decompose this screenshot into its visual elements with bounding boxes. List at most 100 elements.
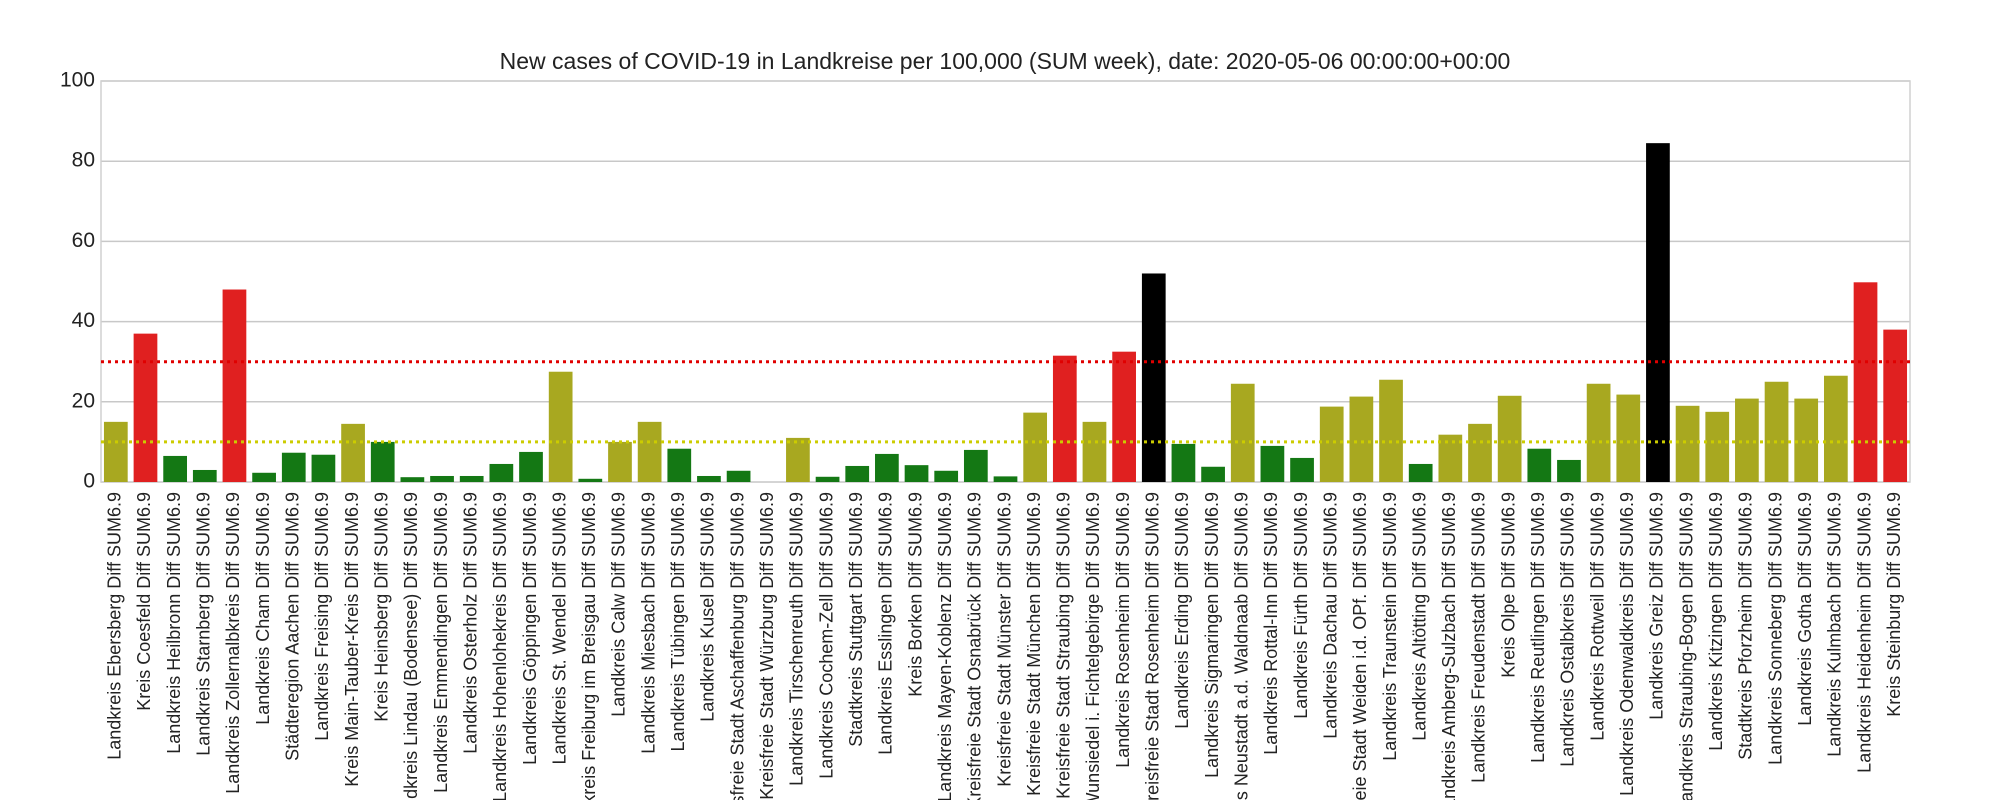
x-tick-label: Landkreis Heilbronn Diff SUM6.9: [164, 492, 184, 754]
x-tick-label: Landkreis Rosenheim Diff SUM6.9: [1113, 492, 1133, 768]
bar: [1497, 395, 1522, 482]
x-tick-label: Landkreis Fürth Diff SUM6.9: [1291, 492, 1311, 719]
bar: [1527, 448, 1552, 482]
bar: [667, 448, 692, 482]
bar: [1675, 405, 1700, 482]
bar: [133, 333, 158, 482]
y-tick-label: 80: [72, 149, 95, 172]
bar: [459, 475, 484, 482]
bar: [1468, 423, 1492, 482]
x-tick-label: Landkreis Miesbach Diff SUM6.9: [638, 492, 658, 754]
y-tick-label: 100: [60, 69, 95, 92]
x-tick-label: Landkreis Sonneberg Diff SUM6.9: [1765, 492, 1785, 765]
bar: [489, 463, 514, 482]
x-tick-label: Landkreis Reutlingen Diff SUM6.9: [1528, 492, 1548, 763]
bar: [1438, 434, 1463, 482]
x-tick-label: Landkreis Freising Diff SUM6.9: [312, 492, 332, 741]
bar: [963, 449, 988, 482]
bar: [400, 477, 425, 482]
x-tick-label: Landkreis Rottweil Diff SUM6.9: [1587, 492, 1607, 741]
bar: [1586, 383, 1611, 482]
bar: [815, 476, 840, 482]
bar: [1052, 355, 1077, 482]
bar: [1201, 466, 1225, 482]
bar: [1823, 375, 1848, 482]
x-tick-label: Landkreis Tübingen Diff SUM6.9: [668, 492, 688, 751]
x-tick-label: Landkreis Osterholz Diff SUM6.9: [460, 492, 480, 754]
x-tick-label: Stadtkreis Stuttgart Diff SUM6.9: [846, 492, 866, 747]
bar: [548, 371, 573, 482]
bar: [1023, 412, 1048, 482]
bar: [1082, 421, 1107, 482]
x-tick-label: Landkreis Traunstein Diff SUM6.9: [1380, 492, 1400, 761]
bar: [1112, 351, 1136, 482]
x-tick-label: Landkreis Freudenstadt Diff SUM6.9: [1469, 492, 1489, 783]
bar: [845, 465, 870, 482]
x-tick-label: Landkreis Zollernalbkreis Diff SUM6.9: [223, 492, 243, 794]
y-tick-label: 0: [83, 470, 95, 493]
bar: [281, 452, 306, 482]
x-tick-label: Städteregion Aachen Diff SUM6.9: [283, 492, 303, 761]
bar: [1290, 457, 1314, 482]
x-tick-label: Landkreis St. Wendel Diff SUM6.9: [549, 492, 569, 764]
bar: [697, 475, 721, 482]
x-tick-label: Landkreis Greiz Diff SUM6.9: [1647, 492, 1667, 720]
bar: [1319, 406, 1344, 482]
bar: [726, 470, 751, 482]
x-tick-label: Kreis Steinburg Diff SUM6.9: [1884, 492, 1904, 717]
bar: [1764, 381, 1789, 482]
x-tick-label: Landkreis Calw Diff SUM6.9: [609, 492, 629, 717]
x-tick-label: Kreisfreie Stadt Weiden i.d. OPf. Diff S…: [1350, 492, 1370, 800]
x-tick-label: Landkreis Cham Diff SUM6.9: [253, 492, 273, 725]
x-tick-label: Landkreis Dachau Diff SUM6.9: [1320, 492, 1340, 739]
x-tick-label: Landkreis Amberg-Sulzbach Diff SUM6.9: [1439, 492, 1459, 800]
bar: [934, 470, 959, 482]
bar: [163, 455, 188, 482]
y-tick-label: 40: [72, 309, 95, 332]
bar: [1349, 396, 1374, 482]
bar: [1794, 398, 1819, 482]
x-tick-label: Landkreis Erding Diff SUM6.9: [1172, 492, 1192, 729]
x-tick-label: Landkreis Odenwaldkreis Diff SUM6.9: [1617, 492, 1637, 796]
bar: [1616, 394, 1641, 482]
x-tick-label: Landkreis Lindau (Bodensee) Diff SUM6.9: [401, 492, 421, 800]
x-tick-label: Landkreis Kusel Diff SUM6.9: [698, 492, 718, 722]
x-tick-label: Landkreis Starnberg Diff SUM6.9: [194, 492, 214, 756]
x-tick-label: Landkreis Ostalbkreis Diff SUM6.9: [1558, 492, 1578, 767]
bar: [103, 421, 128, 482]
x-tick-label: Kreisfreie Stadt Rosenheim Diff SUM6.9: [1143, 492, 1163, 800]
bar: [341, 423, 365, 482]
y-tick-label: 20: [72, 389, 95, 412]
bar: [370, 441, 395, 482]
bar: [1260, 445, 1285, 482]
x-tick-label: Landkreis Gotha Diff SUM6.9: [1795, 492, 1815, 726]
chart-title: New cases of COVID-19 in Landkreise per …: [500, 48, 1511, 74]
x-tick-label: Kreisfreie Stadt München Diff SUM6.9: [1024, 492, 1044, 796]
bar: [1853, 282, 1878, 482]
x-tick-label: Landkreis Neustadt a.d. Waldnaab Diff SU…: [1231, 492, 1251, 800]
x-tick-label: Kreis Coesfeld Diff SUM6.9: [134, 492, 154, 711]
bar: [1735, 398, 1759, 482]
x-tick-label: Landkreis Esslingen Diff SUM6.9: [876, 492, 896, 755]
x-tick-label: Landkreis Wunsiedel i. Fichtelgebirge Di…: [1083, 492, 1103, 800]
bar: [252, 472, 276, 482]
x-tick-label: Kreis Olpe Diff SUM6.9: [1498, 492, 1518, 678]
x-tick-label: Landkreis Kulmbach Diff SUM6.9: [1825, 492, 1845, 757]
bar: [1379, 379, 1403, 482]
x-tick-label: Kreis Main-Tauber-Kreis Diff SUM6.9: [342, 492, 362, 787]
bar: [1230, 383, 1255, 482]
x-tick-label: Landkreis Tirschenreuth Diff SUM6.9: [787, 492, 807, 786]
x-tick-label: Landkreis Göppingen Diff SUM6.9: [520, 492, 540, 765]
bar: [608, 441, 632, 482]
x-tick-label: Landkreis Altötting Diff SUM6.9: [1409, 492, 1429, 741]
x-tick-label: Kreisfreie Stadt Aschaffenburg Diff SUM6…: [727, 492, 747, 800]
x-tick-label: Landkreis Ebersberg Diff SUM6.9: [105, 492, 125, 760]
bar: [192, 469, 217, 482]
x-tick-label: Landkreis Straubing-Bogen Diff SUM6.9: [1676, 492, 1696, 800]
bar: [786, 437, 810, 482]
bar: [875, 453, 899, 482]
bar: [993, 476, 1018, 482]
x-tick-label: Landkreis Mayen-Koblenz Diff SUM6.9: [935, 492, 955, 800]
